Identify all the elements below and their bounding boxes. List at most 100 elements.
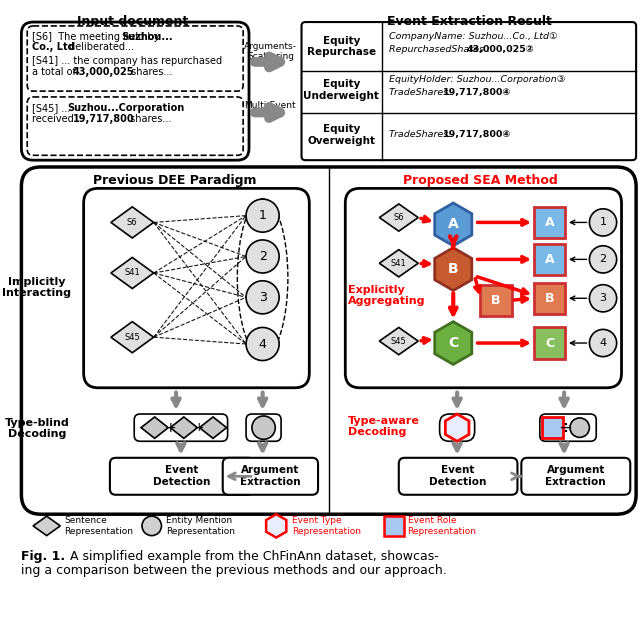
Polygon shape xyxy=(111,257,154,289)
Text: Input document: Input document xyxy=(77,15,188,28)
Polygon shape xyxy=(170,417,198,438)
Text: 43,000,025②: 43,000,025② xyxy=(467,45,534,54)
Text: [S45] ...: [S45] ... xyxy=(32,103,70,113)
Text: Arguments-
Scattering: Arguments- Scattering xyxy=(244,41,297,61)
Text: Equity
Overweight: Equity Overweight xyxy=(307,124,376,146)
Text: a total of: a total of xyxy=(32,67,79,77)
Text: S41: S41 xyxy=(391,259,406,268)
Text: 3: 3 xyxy=(259,291,266,304)
Polygon shape xyxy=(435,203,472,246)
FancyBboxPatch shape xyxy=(21,167,636,514)
Text: Type-aware
Decoding: Type-aware Decoding xyxy=(348,416,420,437)
Text: deliberated...: deliberated... xyxy=(66,43,134,52)
Circle shape xyxy=(589,209,617,236)
Circle shape xyxy=(142,516,161,536)
Polygon shape xyxy=(200,417,227,438)
FancyBboxPatch shape xyxy=(21,22,249,160)
Polygon shape xyxy=(380,204,418,231)
Text: RepurchasedShares :: RepurchasedShares : xyxy=(389,45,493,54)
Text: Argument
Extraction: Argument Extraction xyxy=(545,465,606,487)
Polygon shape xyxy=(435,321,472,365)
Text: C: C xyxy=(545,336,554,349)
Text: TradeShares:: TradeShares: xyxy=(389,88,454,97)
FancyBboxPatch shape xyxy=(540,414,596,441)
Polygon shape xyxy=(266,514,286,537)
Text: [S41] ... the company has repurchased: [S41] ... the company has repurchased xyxy=(32,56,222,66)
Text: B: B xyxy=(545,292,554,305)
Text: CompanyName: Suzhou...Co., Ltd①: CompanyName: Suzhou...Co., Ltd① xyxy=(389,32,557,41)
Text: 43,000,025: 43,000,025 xyxy=(73,67,134,77)
Text: Suzhou...Corporation: Suzhou...Corporation xyxy=(67,103,184,113)
Text: EquityHolder: Suzhou...Corporation③: EquityHolder: Suzhou...Corporation③ xyxy=(389,75,565,84)
Text: 19,717,800④: 19,717,800④ xyxy=(442,130,511,139)
FancyBboxPatch shape xyxy=(246,414,281,441)
Text: TradeShares:: TradeShares: xyxy=(389,130,454,139)
Text: Event
Detection: Event Detection xyxy=(153,465,211,487)
Text: Multi-Event: Multi-Event xyxy=(244,101,296,110)
Text: Type-blind
Decoding: Type-blind Decoding xyxy=(4,418,69,439)
Circle shape xyxy=(570,418,589,437)
Text: S45: S45 xyxy=(391,337,406,346)
Bar xyxy=(534,207,565,238)
FancyBboxPatch shape xyxy=(110,458,254,495)
Bar xyxy=(534,283,565,314)
Text: ÷: ÷ xyxy=(558,419,572,437)
Text: Suzhou...: Suzhou... xyxy=(122,32,173,42)
Bar xyxy=(534,244,565,275)
Text: [S6]  The meeting held by: [S6] The meeting held by xyxy=(32,32,163,42)
Circle shape xyxy=(246,328,279,360)
Text: Sentence
Representation: Sentence Representation xyxy=(64,516,133,536)
Text: +: + xyxy=(164,421,176,434)
Text: 3: 3 xyxy=(600,293,607,304)
FancyBboxPatch shape xyxy=(522,458,630,495)
Text: received: received xyxy=(32,115,77,125)
Text: A simplified example from the ChFinAnn dataset, showcas-: A simplified example from the ChFinAnn d… xyxy=(62,550,439,563)
Polygon shape xyxy=(380,328,418,355)
Text: Equity
Underweight: Equity Underweight xyxy=(303,80,380,101)
Text: S41: S41 xyxy=(124,268,140,278)
Circle shape xyxy=(246,240,279,273)
Text: Co., Ltd: Co., Ltd xyxy=(32,43,75,52)
Circle shape xyxy=(246,199,279,232)
Text: Event
Detection: Event Detection xyxy=(429,465,487,487)
Polygon shape xyxy=(380,250,418,277)
Text: Event Type
Representation: Event Type Representation xyxy=(292,516,361,536)
Polygon shape xyxy=(33,516,60,536)
Text: Implicitly
Interacting: Implicitly Interacting xyxy=(3,277,72,299)
Text: 19,717,800④: 19,717,800④ xyxy=(442,88,511,97)
FancyBboxPatch shape xyxy=(28,26,243,91)
Text: Event Extraction Result: Event Extraction Result xyxy=(387,15,552,28)
Text: C: C xyxy=(448,336,458,350)
Text: Equity
Repurchase: Equity Repurchase xyxy=(307,36,376,57)
Text: S6: S6 xyxy=(394,213,404,222)
Text: Proposed SEA Method: Proposed SEA Method xyxy=(403,174,558,187)
Polygon shape xyxy=(141,417,168,438)
Text: 4: 4 xyxy=(600,338,607,348)
Text: ing a comparison between the previous methods and our approach.: ing a comparison between the previous me… xyxy=(21,564,447,577)
FancyBboxPatch shape xyxy=(440,414,475,441)
Circle shape xyxy=(589,246,617,273)
Text: Argument
Extraction: Argument Extraction xyxy=(240,465,301,487)
Text: 2: 2 xyxy=(259,250,266,263)
Polygon shape xyxy=(445,414,469,441)
Text: Event Role
Representation: Event Role Representation xyxy=(408,516,477,536)
Text: A: A xyxy=(545,216,554,229)
FancyBboxPatch shape xyxy=(84,188,309,387)
Bar xyxy=(384,516,404,536)
Text: S45: S45 xyxy=(124,333,140,342)
Circle shape xyxy=(589,284,617,312)
Text: shares...: shares... xyxy=(127,115,172,125)
Text: B: B xyxy=(492,294,500,307)
Text: 1: 1 xyxy=(259,209,266,222)
FancyBboxPatch shape xyxy=(223,458,318,495)
Bar xyxy=(542,417,563,438)
Text: 2: 2 xyxy=(600,254,607,264)
Text: A: A xyxy=(545,253,554,266)
Circle shape xyxy=(589,329,617,357)
Text: S6: S6 xyxy=(127,218,138,227)
Bar xyxy=(534,328,565,358)
FancyBboxPatch shape xyxy=(28,97,243,155)
Text: 19,717,800: 19,717,800 xyxy=(73,115,134,125)
Text: Explicitly
Aggregating: Explicitly Aggregating xyxy=(348,284,426,306)
Bar xyxy=(481,284,511,316)
